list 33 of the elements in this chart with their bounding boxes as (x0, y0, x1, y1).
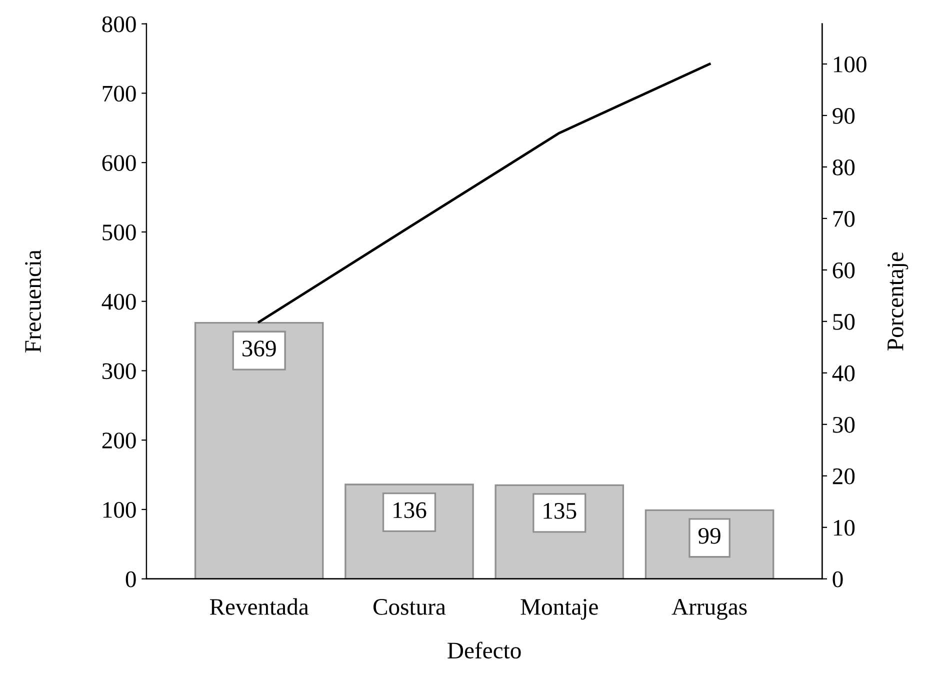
y-tick-label: 0 (126, 571, 136, 588)
y2-tick-label: 0 (832, 571, 843, 588)
y-tick-label: 800 (102, 16, 136, 32)
y-tick-label: 200 (102, 432, 136, 449)
y2-axis-title: Porcentaje (887, 252, 908, 350)
x-tick-label: Reventada (210, 598, 309, 615)
x-tick-label: Arrugas (672, 599, 747, 620)
y-tick-label: 400 (102, 294, 136, 310)
data-label: 136 (394, 502, 426, 518)
y2-tick-label: 100 (834, 56, 866, 72)
y-tick-label: 700 (102, 86, 136, 102)
y2-tick-label: 70 (833, 210, 855, 227)
x-tick-label: Montaje (520, 599, 598, 620)
x-axis-title: Defecto (448, 642, 521, 659)
y2-tick-label: 30 (833, 416, 855, 433)
y-axis-title: Frecuencia (25, 250, 41, 352)
y2-tick-label: 90 (832, 108, 855, 124)
x-tick-label: Costura (373, 599, 446, 615)
y-tick-label: 500 (102, 224, 136, 240)
y-tick-label: 100 (103, 502, 136, 518)
bar (194, 322, 324, 579)
y2-tick-label: 10 (834, 520, 855, 536)
data-label: 99 (698, 528, 720, 544)
line-series (258, 62, 711, 324)
y-tick-label: 600 (102, 155, 136, 172)
y2-tick-label: 20 (832, 468, 855, 484)
y-tick-label: 300 (102, 363, 136, 380)
y2-tick-label: 80 (832, 159, 855, 176)
data-label: 369 (242, 340, 276, 357)
y2-tick-label: 50 (833, 314, 855, 330)
y2-tick-label: 60 (832, 262, 855, 278)
y2-tick-label: 40 (832, 365, 855, 382)
data-label: 135 (544, 502, 576, 519)
